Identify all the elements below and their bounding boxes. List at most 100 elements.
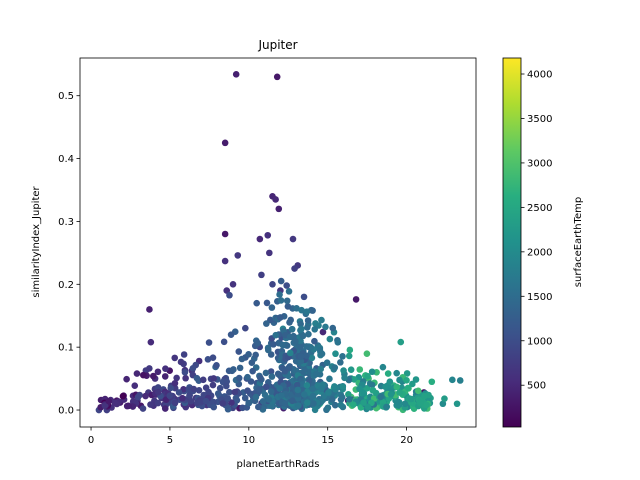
tick-label: 10 bbox=[242, 435, 255, 446]
tick-label: 1500 bbox=[527, 292, 552, 303]
data-point bbox=[386, 378, 394, 385]
data-point bbox=[387, 391, 395, 398]
data-point bbox=[369, 386, 377, 394]
data-point bbox=[162, 365, 169, 372]
data-point bbox=[311, 406, 319, 414]
data-point bbox=[338, 394, 346, 401]
data-point bbox=[403, 377, 410, 384]
data-point bbox=[267, 388, 275, 395]
data-point bbox=[177, 358, 185, 366]
data-point bbox=[317, 365, 325, 373]
data-point bbox=[409, 380, 416, 388]
colorbar-label: surfaceEarthTemp bbox=[573, 197, 584, 287]
data-point bbox=[171, 379, 179, 387]
data-point bbox=[268, 373, 276, 380]
data-point bbox=[269, 281, 276, 288]
data-point bbox=[303, 381, 311, 389]
data-point bbox=[147, 338, 155, 346]
data-point bbox=[140, 371, 147, 379]
data-point bbox=[105, 397, 113, 405]
data-point bbox=[131, 382, 139, 390]
data-point bbox=[364, 403, 372, 411]
data-point bbox=[416, 399, 424, 407]
data-point bbox=[303, 352, 310, 360]
x-axis: 0 5 10 15 20 bbox=[88, 427, 413, 446]
data-point bbox=[286, 349, 294, 357]
data-point bbox=[293, 381, 301, 389]
data-point bbox=[403, 370, 411, 377]
data-point bbox=[303, 308, 311, 316]
data-point bbox=[332, 350, 339, 358]
data-point bbox=[368, 368, 376, 376]
data-point bbox=[182, 374, 189, 382]
data-point bbox=[339, 353, 346, 360]
data-point bbox=[245, 351, 252, 358]
data-point bbox=[304, 324, 311, 331]
colorbar bbox=[502, 57, 522, 428]
tick-label: 0.5 bbox=[58, 91, 74, 102]
tick-label: 4000 bbox=[527, 70, 552, 81]
data-point bbox=[331, 364, 339, 371]
data-point bbox=[171, 354, 179, 362]
tick-label: 0.0 bbox=[58, 406, 74, 417]
data-point bbox=[210, 403, 218, 411]
data-point bbox=[190, 385, 198, 393]
data-point bbox=[286, 333, 294, 341]
data-point bbox=[263, 320, 270, 327]
data-point bbox=[262, 369, 270, 377]
data-point bbox=[345, 352, 353, 360]
x-axis-label: planetEarthRads bbox=[237, 459, 320, 470]
data-point bbox=[325, 389, 332, 396]
data-point bbox=[300, 391, 308, 398]
data-point bbox=[161, 373, 169, 380]
data-point bbox=[272, 331, 280, 339]
plot-frame bbox=[79, 57, 477, 428]
data-point bbox=[310, 400, 317, 407]
tick-label: 2000 bbox=[527, 247, 552, 258]
data-point bbox=[303, 343, 310, 350]
data-point bbox=[235, 348, 243, 355]
data-point bbox=[449, 376, 456, 384]
data-point bbox=[294, 386, 302, 394]
data-point bbox=[231, 388, 239, 396]
data-point bbox=[276, 371, 283, 379]
data-point bbox=[456, 377, 464, 384]
data-point bbox=[210, 375, 217, 382]
data-point bbox=[139, 405, 147, 412]
data-point bbox=[298, 306, 305, 314]
data-point bbox=[275, 205, 283, 213]
data-point bbox=[180, 351, 188, 358]
data-point bbox=[298, 325, 305, 333]
data-point bbox=[284, 303, 292, 310]
data-point bbox=[213, 362, 220, 369]
data-point bbox=[423, 401, 430, 409]
data-point bbox=[301, 366, 308, 374]
data-point bbox=[134, 393, 142, 401]
data-point bbox=[123, 375, 130, 383]
data-point bbox=[220, 338, 228, 346]
data-point bbox=[261, 391, 269, 399]
data-point bbox=[154, 399, 162, 407]
data-point bbox=[171, 399, 179, 407]
data-point bbox=[267, 368, 275, 375]
data-point bbox=[364, 372, 371, 380]
data-point bbox=[291, 265, 298, 272]
data-point bbox=[356, 366, 364, 373]
tick-label: 3000 bbox=[527, 158, 552, 169]
data-point bbox=[323, 359, 331, 367]
data-point bbox=[185, 386, 193, 393]
data-point bbox=[272, 196, 279, 203]
data-point bbox=[404, 384, 412, 392]
data-point bbox=[221, 139, 229, 147]
data-point bbox=[281, 367, 289, 375]
data-point bbox=[360, 389, 368, 397]
data-point bbox=[125, 402, 132, 410]
data-point bbox=[232, 71, 240, 78]
data-point bbox=[167, 384, 175, 392]
data-point bbox=[326, 335, 334, 343]
data-point bbox=[264, 231, 272, 239]
data-point bbox=[356, 385, 363, 393]
data-point bbox=[181, 369, 189, 376]
data-point bbox=[276, 385, 284, 392]
